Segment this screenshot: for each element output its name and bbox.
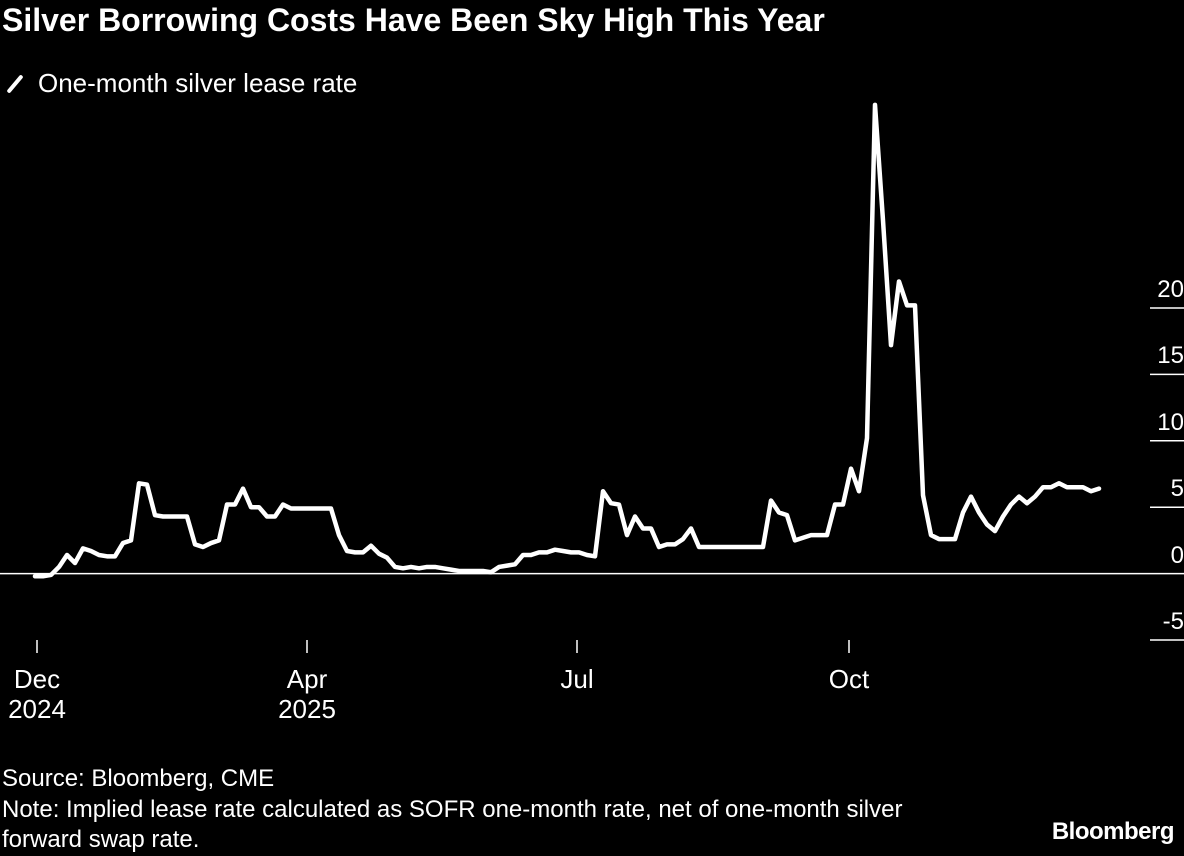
y-tick-label: 10 [1157,408,1184,436]
chart-title: Silver Borrowing Costs Have Been Sky Hig… [2,2,825,38]
data-line [32,102,1102,579]
x-tick-label: Dec 2024 [8,664,66,724]
legend-swatch [6,73,24,94]
source: Source: Bloomberg, CME [2,765,275,792]
x-tick-label: Oct [828,664,870,694]
legend-label: One-month silver lease rate [38,68,358,98]
note: Note: Implied lease rate calculated as S… [2,796,903,853]
y-tick-label: -5 [1162,608,1184,635]
y-tick-label: 15 [1157,342,1184,370]
brand: Bloomberg [1051,818,1175,845]
legend: One-month silver lease rate [4,68,357,99]
y-tick-label: 20 [1157,276,1184,303]
x-tick-label: Jul [560,664,594,694]
x-tick-label: Apr 2025 [278,664,336,724]
y-tick-label: 0 [1170,541,1184,569]
y-tick-label: 5 [1170,475,1184,503]
